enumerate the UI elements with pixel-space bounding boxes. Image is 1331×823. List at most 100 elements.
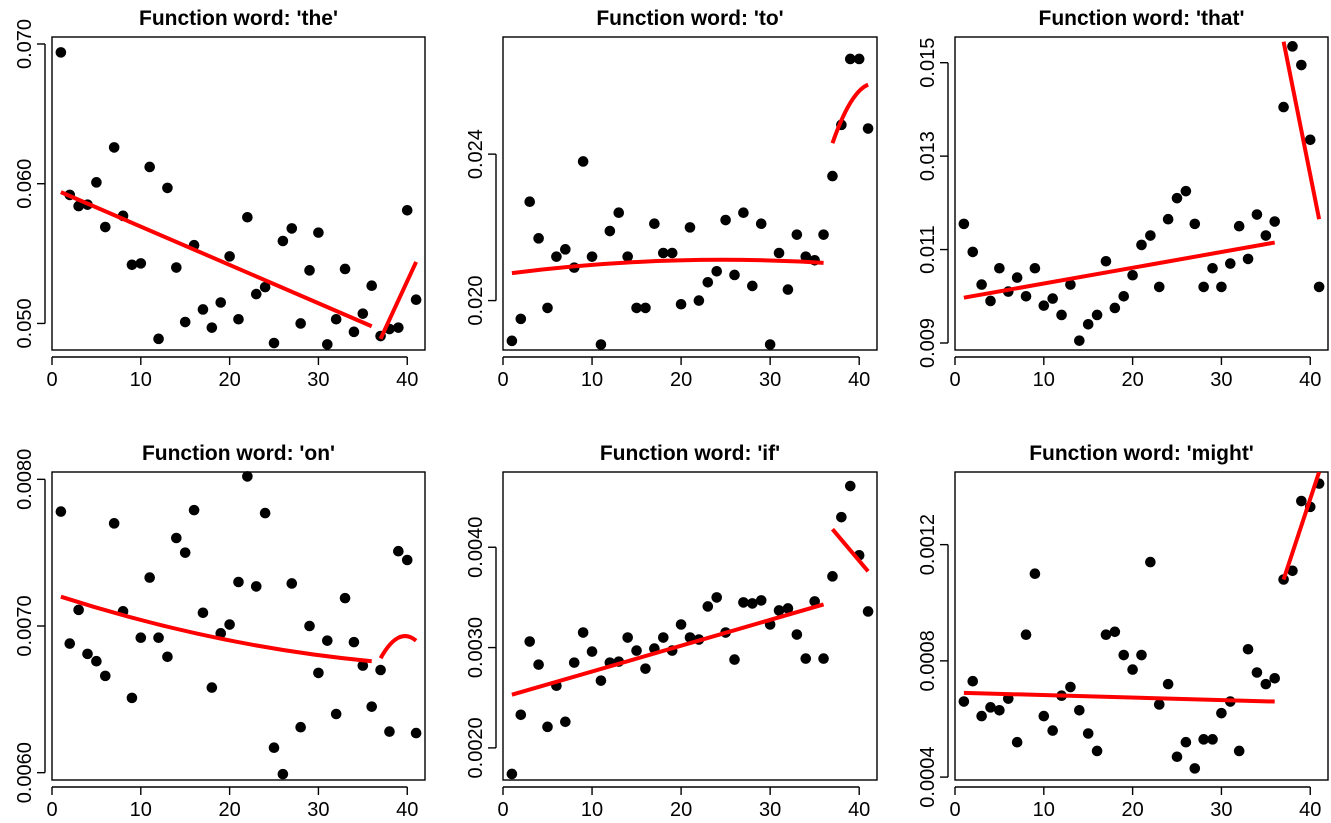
data-point: [171, 262, 182, 273]
data-point: [1269, 216, 1281, 227]
panel-1: Function word: 'to' 0 10 20 30 40 0.020 0.024: [465, 7, 878, 391]
data-point: [1233, 220, 1245, 232]
fit-line: [1281, 41, 1322, 220]
data-point: [393, 322, 404, 333]
x-tick-label: 40: [1299, 369, 1321, 391]
x-tick-label: 30: [307, 369, 329, 391]
data-point: [1118, 649, 1130, 661]
x-tick-label: 20: [218, 369, 240, 391]
data-point: [1100, 255, 1112, 267]
data-point: [73, 200, 84, 212]
x-tick-label: 30: [1210, 369, 1232, 391]
fit-line: [830, 527, 870, 573]
data-point: [1198, 734, 1209, 745]
data-point: [1029, 568, 1041, 579]
data-point: [791, 229, 803, 240]
data-point: [809, 596, 820, 607]
data-point: [649, 218, 660, 230]
data-point: [1038, 300, 1050, 311]
data-point: [994, 262, 1005, 274]
y-tick-label: 0.011: [917, 225, 939, 274]
data-point: [1136, 649, 1147, 661]
x-tick-label: 30: [1210, 799, 1232, 821]
plot-frame: [502, 471, 878, 781]
data-point: [393, 545, 404, 557]
y-tick-label: 0.0080: [14, 449, 36, 510]
data-point: [853, 53, 865, 65]
data-point: [586, 251, 598, 262]
data-point: [339, 592, 351, 604]
panel-3: Function word: 'on' 0 10 20 30 40 0.0060 0.0070…: [14, 442, 426, 821]
data-point: [73, 604, 84, 616]
data-point: [1189, 218, 1201, 230]
data-point: [1242, 253, 1254, 265]
data-point: [958, 218, 970, 230]
data-point: [1225, 258, 1236, 269]
x-tick-label: 20: [1121, 369, 1143, 391]
data-point: [551, 251, 562, 262]
y-tick-label: 0.060: [14, 159, 36, 209]
data-point: [985, 702, 996, 713]
data-point: [108, 518, 120, 529]
data-point: [242, 471, 253, 482]
chart-title: Function word: 'might': [1029, 442, 1254, 465]
data-point: [55, 506, 67, 517]
chart-title: Function word: 'that': [1039, 7, 1245, 30]
data-point: [304, 265, 315, 276]
data-point: [1171, 192, 1183, 204]
chart-title: Function word: 'the': [139, 7, 338, 30]
data-point: [844, 53, 856, 65]
data-point: [755, 218, 767, 230]
data-point: [773, 247, 785, 259]
data-point: [197, 607, 209, 619]
data-point: [1020, 629, 1032, 641]
data-point: [1251, 209, 1263, 220]
data-point: [1180, 736, 1192, 748]
y-tick-label: 0.020: [465, 276, 487, 326]
x-tick-label: 40: [1299, 799, 1321, 821]
data-point: [144, 161, 155, 173]
data-point: [286, 223, 298, 234]
data-point: [82, 648, 93, 660]
data-point: [233, 576, 244, 588]
data-point: [91, 177, 102, 188]
panel-4: Function word: 'if' 0 10 20 30 40 0.0020 0.0030…: [465, 442, 878, 821]
data-point: [818, 229, 829, 240]
data-point: [515, 709, 527, 721]
data-point: [242, 211, 253, 223]
data-point: [622, 251, 633, 262]
data-point: [1153, 699, 1165, 710]
data-point: [268, 337, 280, 349]
data-point: [366, 280, 378, 292]
x-tick-label: 40: [848, 799, 870, 821]
data-point: [622, 632, 633, 643]
plot-frame: [502, 36, 878, 351]
data-point: [410, 294, 422, 305]
data-point: [506, 335, 518, 347]
data-point: [782, 284, 794, 295]
x-tick-label: 10: [130, 369, 152, 391]
data-point: [568, 657, 580, 668]
data-point: [1207, 262, 1218, 274]
data-point: [322, 635, 333, 646]
y-tick-label: 0.0060: [14, 742, 36, 803]
data-point: [967, 246, 979, 258]
y-tick-label: 0.070: [14, 19, 36, 69]
panel-5: Function word: 'might' 0 10 20 30 40 0.0004 0.0…: [917, 442, 1329, 821]
data-point: [401, 204, 413, 216]
data-point: [560, 244, 571, 255]
plot-frame: [51, 36, 426, 351]
x-tick-label: 20: [670, 369, 692, 391]
fit-line: [511, 602, 825, 697]
fit-line: [378, 634, 418, 660]
data-point: [1207, 734, 1218, 745]
fit-line: [60, 190, 373, 329]
data-point: [348, 636, 360, 648]
data-point: [560, 716, 571, 728]
data-point: [162, 182, 173, 194]
data-point: [1065, 681, 1076, 693]
data-point: [1296, 495, 1307, 507]
x-tick-label: 0: [46, 369, 57, 391]
data-point: [330, 708, 342, 720]
chart-title: Function word: 'on': [142, 442, 335, 465]
